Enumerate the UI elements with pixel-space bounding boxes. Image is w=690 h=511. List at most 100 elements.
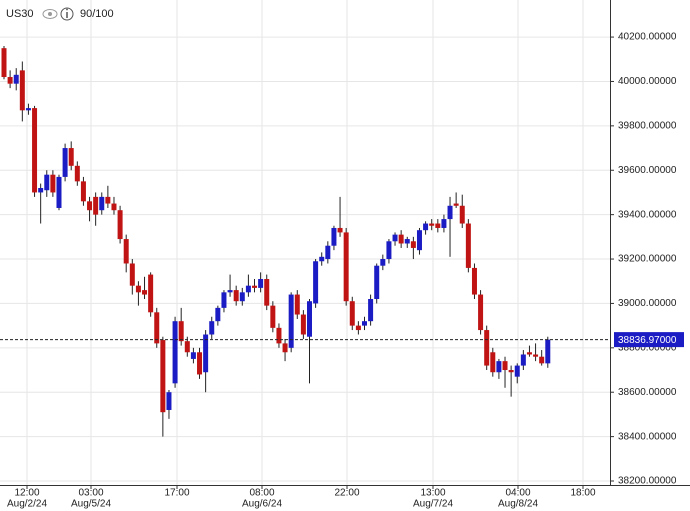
score: 90/100 [80,8,114,20]
x-date-label: Aug/6/24 [242,499,282,510]
candle-body [526,352,532,355]
candle-body [471,267,477,295]
candle-body [520,354,526,366]
candle-body [331,227,337,246]
candle-body [123,239,129,264]
candle-body [368,298,374,322]
x-tick-label: 22:00 [334,488,359,499]
candle-body [117,210,123,240]
y-tick-label: 38400.00000 [618,431,677,442]
candle-body [288,294,294,348]
candle-body [502,361,508,371]
candle-body [135,285,141,293]
current-price-label: 38836.97000 [618,335,677,346]
candle-body [190,352,196,359]
x-tick-label: 12:00 [14,488,39,499]
symbol: US30 [6,8,34,20]
candle-body [197,352,203,375]
candle-body [93,196,99,215]
candle-body [435,223,441,228]
x-date-label: Aug/7/24 [413,499,453,510]
candle-body [111,203,117,211]
candle-body [19,70,25,111]
candle-body [349,301,355,326]
y-tick-label: 40200.00000 [618,32,677,43]
candle-body [215,307,221,322]
candle-body [233,290,239,302]
candle-body [252,285,258,288]
y-tick-label: 38600.00000 [618,387,677,398]
candle-body [374,265,380,299]
x-date-label: Aug/5/24 [71,499,111,510]
candle-body [80,181,86,202]
x-tick-label: 04:00 [505,488,530,499]
candle-body [313,261,319,304]
y-tick-label: 39800.00000 [618,120,677,131]
current-price-box [614,332,684,348]
candle-body [142,290,148,295]
x-tick-label: 08:00 [249,488,274,499]
x-tick-label: 17:00 [164,488,189,499]
candle-body [1,48,7,78]
x-tick-label: 13:00 [420,488,445,499]
candle-body [478,294,484,331]
candle-body [178,321,184,342]
y-tick-label: 38200.00000 [618,476,677,487]
x-date-label: Aug/2/24 [7,499,47,510]
y-tick-label: 39400.00000 [618,209,677,220]
y-tick-label: 39200.00000 [618,254,677,265]
candle-body [160,340,166,413]
candle-body [514,365,520,377]
candle-body [307,301,312,337]
candle-body [56,176,62,208]
candle-body [32,108,38,193]
candle-body [50,174,56,193]
candle-body [465,223,471,268]
candle-body [264,279,270,306]
candle-body [276,327,282,344]
candle-body [429,223,435,226]
candle-body [410,241,416,248]
candle-body [380,259,386,266]
candle-body [294,294,300,315]
candle-body [245,285,251,293]
candle-body [325,245,331,260]
candle-body [441,219,447,228]
info-icon[interactable] [60,7,74,21]
candle-body [44,174,50,191]
candle-body [25,108,31,111]
candle-body [13,74,19,84]
candle-body [99,196,105,211]
candle-body [355,325,361,331]
candle-body [239,292,245,302]
candle-body [343,232,349,302]
candle-body [545,339,551,364]
candle-body [404,239,410,244]
candle-body [282,343,288,353]
candle-body [38,188,44,193]
candle-body [203,334,209,373]
x-tick-label: 18:00 [570,488,595,499]
x-date-label: Aug/8/24 [498,499,538,510]
candle-body [62,148,68,177]
candle-body [386,241,392,260]
candle-body [447,205,453,220]
candle-body [508,370,514,373]
candles [1,45,551,437]
candle-body [166,392,172,410]
eye-icon[interactable] [42,9,58,19]
grid [0,0,610,485]
y-tick-label: 39000.00000 [618,298,677,309]
candle-body [154,312,160,344]
candle-body [490,352,496,373]
candle-body [392,234,398,242]
candle-body [337,227,343,233]
x-tick-label: 03:00 [78,488,103,499]
candle-body [453,203,459,206]
candle-body [258,279,264,288]
candle-body [398,234,404,244]
candle-body [221,292,227,308]
candle-body [319,256,325,262]
